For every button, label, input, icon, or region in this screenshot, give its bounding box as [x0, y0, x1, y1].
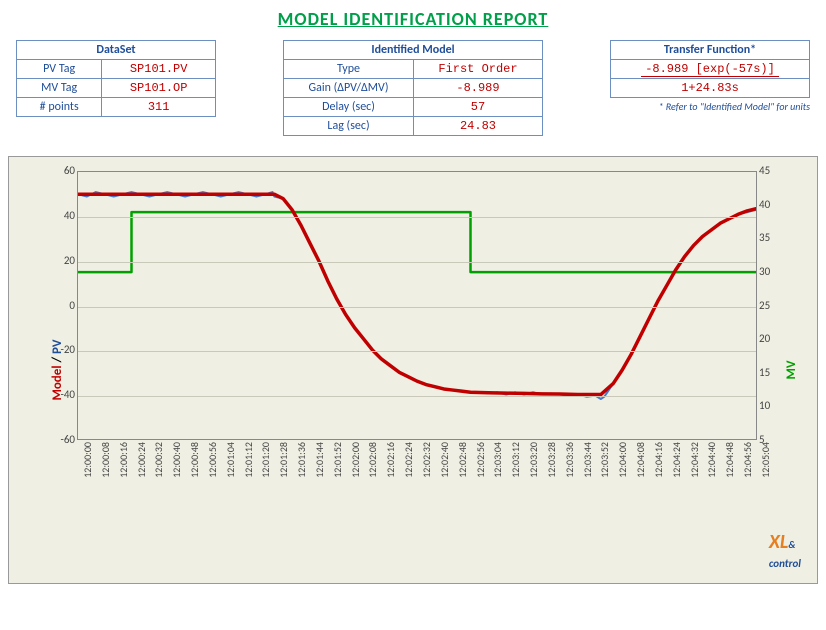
x-tick: 12:01:28: [277, 442, 290, 492]
model-table: Identified Model Type First Order Gain (…: [283, 40, 543, 136]
chart-container: Model / PV MV XL& control -60-40-2002040…: [8, 156, 818, 584]
tf-numerator: -8.989 [exp(-57s)]: [611, 60, 810, 79]
y-tick-left: 60: [45, 164, 75, 177]
tables-row: DataSet PV Tag SP101.PV MV Tag SP101.OP …: [8, 40, 818, 136]
x-tick: 12:03:52: [598, 442, 611, 492]
x-tick: 12:04:40: [705, 442, 718, 492]
y-tick-left: 20: [45, 254, 75, 267]
x-tick: 12:00:08: [99, 442, 112, 492]
x-tick: 12:04:16: [652, 442, 665, 492]
tf-header: Transfer Function*: [611, 41, 810, 60]
x-tick: 12:03:12: [509, 442, 522, 492]
tf-table: Transfer Function* -8.989 [exp(-57s)] 1+…: [610, 40, 810, 98]
x-tick: 12:01:04: [224, 442, 237, 492]
y-tick-left: 0: [45, 299, 75, 312]
pv-series: [78, 192, 756, 399]
x-tick: 12:03:44: [581, 442, 594, 492]
y-tick-right: 10: [759, 399, 789, 412]
x-tick: 12:02:32: [420, 442, 433, 492]
mv-series: [78, 212, 756, 272]
y-tick-right: 20: [759, 332, 789, 345]
x-tick: 12:01:36: [295, 442, 308, 492]
y-tick-right: 40: [759, 198, 789, 211]
x-tick: 12:03:20: [527, 442, 540, 492]
y-tick-left: -60: [45, 433, 75, 446]
plot-area: [77, 171, 757, 440]
x-tick: 12:02:08: [366, 442, 379, 492]
dataset-label: MV Tag: [17, 79, 102, 98]
model-value: First Order: [413, 60, 542, 79]
model-value: 57: [413, 98, 542, 117]
x-tick: 12:01:12: [242, 442, 255, 492]
x-tick: 12:02:40: [438, 442, 451, 492]
x-tick: 12:02:00: [349, 442, 362, 492]
x-tick: 12:01:44: [313, 442, 326, 492]
logo: XL& control: [769, 530, 801, 571]
y-tick-right: 45: [759, 164, 789, 177]
report-title: MODEL IDENTIFICATION REPORT: [8, 8, 818, 30]
dataset-value: SP101.OP: [102, 79, 216, 98]
x-tick: 12:02:48: [456, 442, 469, 492]
model-value: 24.83: [413, 117, 542, 136]
model-label: Gain (ΔPV/ΔMV): [284, 79, 414, 98]
x-tick: 12:04:32: [688, 442, 701, 492]
x-tick: 12:03:04: [491, 442, 504, 492]
x-tick: 12:04:08: [634, 442, 647, 492]
x-tick: 12:00:40: [170, 442, 183, 492]
model-series: [78, 194, 756, 394]
x-tick: 12:04:56: [741, 442, 754, 492]
y-tick-right: 25: [759, 299, 789, 312]
x-tick: 12:03:36: [563, 442, 576, 492]
x-tick: 12:02:24: [402, 442, 415, 492]
x-tick: 12:03:28: [545, 442, 558, 492]
dataset-header: DataSet: [17, 41, 216, 60]
tf-footnote: * Refer to "Identified Model" for units: [658, 100, 810, 113]
model-label: Type: [284, 60, 414, 79]
x-tick: 12:00:24: [135, 442, 148, 492]
x-tick: 12:02:16: [384, 442, 397, 492]
y-tick-left: -40: [45, 388, 75, 401]
x-tick: 12:02:56: [474, 442, 487, 492]
x-tick: 12:00:56: [206, 442, 219, 492]
tf-denominator: 1+24.83s: [611, 79, 810, 98]
dataset-label: PV Tag: [17, 60, 102, 79]
model-value: -8.989: [413, 79, 542, 98]
x-tick: 12:00:00: [81, 442, 94, 492]
x-tick: 12:04:24: [670, 442, 683, 492]
model-header: Identified Model: [284, 41, 543, 60]
model-label: Delay (sec): [284, 98, 414, 117]
x-tick: 12:00:48: [188, 442, 201, 492]
x-tick: 12:05:04: [759, 442, 772, 492]
y-tick-right: 30: [759, 265, 789, 278]
x-tick: 12:00:32: [152, 442, 165, 492]
y-tick-right: 15: [759, 366, 789, 379]
dataset-label: # points: [17, 98, 102, 117]
dataset-table: DataSet PV Tag SP101.PV MV Tag SP101.OP …: [16, 40, 216, 117]
dataset-value: 311: [102, 98, 216, 117]
model-label: Lag (sec): [284, 117, 414, 136]
x-tick: 12:01:52: [331, 442, 344, 492]
dataset-value: SP101.PV: [102, 60, 216, 79]
y-tick-left: 40: [45, 209, 75, 222]
x-tick: 12:01:20: [259, 442, 272, 492]
y-tick-left: -20: [45, 343, 75, 356]
x-tick: 12:04:48: [723, 442, 736, 492]
x-tick: 12:04:00: [616, 442, 629, 492]
x-tick: 12:00:16: [117, 442, 130, 492]
y-tick-right: 35: [759, 231, 789, 244]
